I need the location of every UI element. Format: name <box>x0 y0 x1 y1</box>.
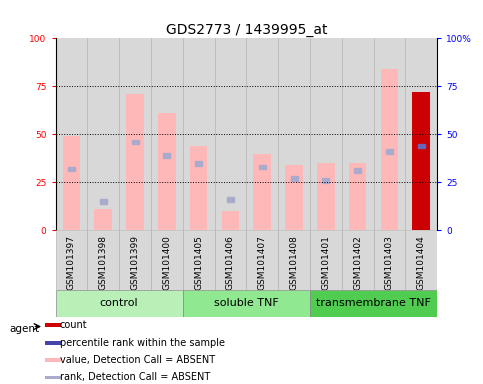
FancyBboxPatch shape <box>246 230 278 290</box>
FancyBboxPatch shape <box>56 290 183 317</box>
FancyBboxPatch shape <box>45 341 61 345</box>
Bar <box>126 94 144 230</box>
Bar <box>381 69 398 230</box>
Bar <box>95 209 112 230</box>
Text: percentile rank within the sample: percentile rank within the sample <box>60 338 225 348</box>
Bar <box>310 38 342 230</box>
Bar <box>386 149 393 154</box>
FancyBboxPatch shape <box>405 230 437 290</box>
FancyBboxPatch shape <box>45 358 61 362</box>
Bar <box>119 38 151 230</box>
Bar <box>227 197 234 202</box>
Bar <box>183 38 214 230</box>
Text: control: control <box>100 298 139 308</box>
FancyBboxPatch shape <box>278 230 310 290</box>
Bar <box>373 38 405 230</box>
FancyBboxPatch shape <box>151 230 183 290</box>
FancyBboxPatch shape <box>373 230 405 290</box>
Text: GSM101408: GSM101408 <box>289 235 298 290</box>
Bar <box>68 167 75 171</box>
Bar <box>405 38 437 230</box>
Bar <box>342 38 373 230</box>
Bar <box>254 154 271 230</box>
Bar <box>291 176 298 181</box>
FancyBboxPatch shape <box>183 290 310 317</box>
Bar <box>322 178 329 183</box>
Text: GSM101406: GSM101406 <box>226 235 235 290</box>
Text: agent: agent <box>10 324 40 334</box>
Bar <box>349 163 367 230</box>
FancyBboxPatch shape <box>45 323 61 327</box>
Text: transmembrane TNF: transmembrane TNF <box>316 298 431 308</box>
Bar <box>317 163 335 230</box>
FancyBboxPatch shape <box>56 230 87 290</box>
Text: GSM101402: GSM101402 <box>353 235 362 290</box>
FancyBboxPatch shape <box>183 230 214 290</box>
Bar <box>285 165 303 230</box>
Bar <box>259 165 266 169</box>
Text: GSM101398: GSM101398 <box>99 235 108 290</box>
FancyBboxPatch shape <box>45 376 61 379</box>
Bar <box>190 146 207 230</box>
Text: GSM101400: GSM101400 <box>162 235 171 290</box>
Bar <box>158 113 176 230</box>
Text: value, Detection Call = ABSENT: value, Detection Call = ABSENT <box>60 355 215 365</box>
Bar <box>418 144 425 148</box>
Bar <box>63 136 80 230</box>
Bar <box>56 38 87 230</box>
FancyBboxPatch shape <box>310 290 437 317</box>
FancyBboxPatch shape <box>214 230 246 290</box>
Text: GSM101405: GSM101405 <box>194 235 203 290</box>
Text: GSM101399: GSM101399 <box>130 235 140 290</box>
Title: GDS2773 / 1439995_at: GDS2773 / 1439995_at <box>166 23 327 37</box>
FancyBboxPatch shape <box>119 230 151 290</box>
Text: count: count <box>60 320 87 330</box>
Bar <box>100 199 107 204</box>
Bar <box>354 169 361 173</box>
Bar <box>87 38 119 230</box>
Bar <box>131 140 139 144</box>
Bar <box>214 38 246 230</box>
Bar <box>412 92 430 230</box>
Text: GSM101404: GSM101404 <box>417 235 426 290</box>
Bar <box>278 38 310 230</box>
Text: GSM101403: GSM101403 <box>385 235 394 290</box>
Text: rank, Detection Call = ABSENT: rank, Detection Call = ABSENT <box>60 372 210 382</box>
Bar <box>222 211 239 230</box>
Text: GSM101397: GSM101397 <box>67 235 76 290</box>
FancyBboxPatch shape <box>310 230 342 290</box>
FancyBboxPatch shape <box>342 230 373 290</box>
Bar <box>195 161 202 166</box>
Bar <box>151 38 183 230</box>
Text: GSM101401: GSM101401 <box>321 235 330 290</box>
Text: GSM101407: GSM101407 <box>258 235 267 290</box>
Text: soluble TNF: soluble TNF <box>214 298 279 308</box>
Bar <box>246 38 278 230</box>
Bar <box>163 153 170 158</box>
FancyBboxPatch shape <box>87 230 119 290</box>
